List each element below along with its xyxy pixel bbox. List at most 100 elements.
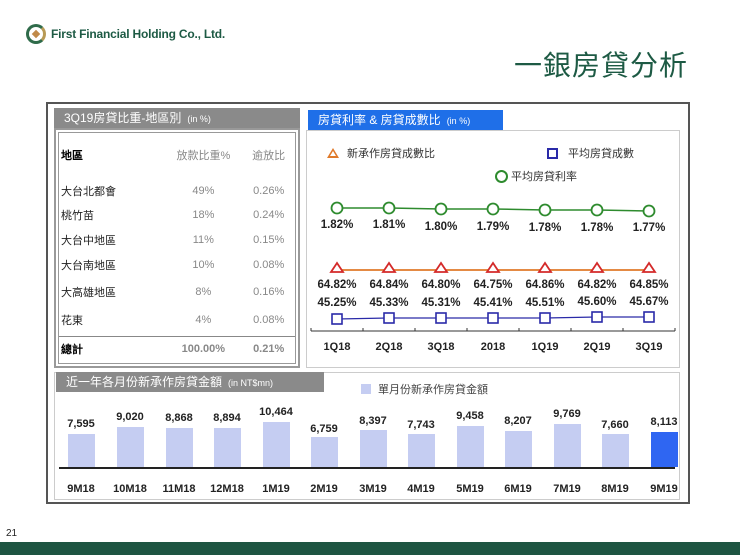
avg-rate-label: 1.77% [632,222,666,234]
company-logo: First Financial Holding Co., Ltd. [26,24,225,44]
company-name: First Financial Holding Co., Ltd. [51,27,226,41]
rate-chart-title: 房貸利率 & 房貸成數比 [318,113,441,127]
new-ltv-label: 64.85% [629,279,669,291]
total-npl: 0.21% [253,343,285,355]
bar [408,434,435,467]
bar-value-label: 8,868 [165,412,193,424]
content-frame: 3Q19房貸比重-地區別 (in %) 地區 放款比重% 逾放比 大台北都會 49… [46,102,690,504]
bar [457,426,484,467]
table-row: 大台南地區 10% 0.08% [59,257,295,273]
bar-value-label: 9,458 [456,410,484,422]
bar [263,422,290,467]
loan-share: 49% [192,185,215,197]
page-number: 21 [6,528,18,539]
bar-chart-title: 近一年各月份新承作房貸金額 [66,375,223,389]
column-header: 放款比重% [176,150,231,162]
avg-ltv-label: 45.41% [473,297,513,309]
bar-chart-unit: (in NT$mn) [228,378,274,388]
table-row: 花東 4% 0.08% [59,312,295,328]
bar-value-label: 7,595 [67,418,95,430]
new-ltv-label: 64.82% [577,279,617,291]
footer-bar [0,542,740,555]
x-axis-label: 2Q19 [583,341,611,353]
x-axis-label: 4M19 [407,483,435,495]
column-header: 地區 [61,150,83,162]
bar [117,427,144,467]
legend-avg-rate: 平均房貸利率 [495,168,577,184]
avg-rate-label: 1.79% [476,221,510,233]
bar [360,430,387,467]
bar-value-label: 9,769 [553,408,581,420]
bar [505,431,532,467]
bar-value-label: 7,660 [601,419,629,431]
avg-ltv-label: 45.60% [577,296,617,308]
table-row: 大台中地區 11% 0.15% [59,232,295,248]
x-axis-label: 1M19 [262,483,290,495]
x-axis-label: 10M18 [113,483,147,495]
bar-value-label: 8,207 [504,415,532,427]
region-name: 大台中地區 [61,235,116,247]
avg-rate-label: 1.81% [372,219,406,231]
avg-rate-label: 1.78% [580,222,614,234]
table-header-row: 地區 放款比重% 逾放比 [59,147,295,163]
bar-value-label: 8,397 [359,415,387,427]
table-row: 大台北都會 49% 0.26% [59,183,295,199]
triangle-icon [327,148,339,158]
legend-swatch-icon [361,384,371,394]
table-row: 大高雄地區 8% 0.16% [59,284,295,300]
npl-ratio: 0.24% [253,209,285,221]
bar-legend: 單月份新承作房貸金額 [361,381,488,397]
bar-value-label: 8,113 [650,416,678,428]
x-axis-label: 12M18 [210,483,244,495]
avg-ltv-label: 45.51% [525,297,565,309]
x-axis-label: 7M19 [553,483,581,495]
bar [602,434,629,467]
legend-new-ltv: 新承作房貸成數比 [327,145,435,161]
bar-value-label: 7,743 [407,419,435,431]
rate-chart-header: 房貸利率 & 房貸成數比 (in %) [308,110,503,130]
avg-ltv-label: 45.25% [317,297,357,309]
bar-value-label: 10,464 [259,406,293,418]
new-ltv-label: 64.75% [473,279,513,291]
loan-share: 4% [195,314,212,326]
x-axis-label: 8M19 [601,483,629,495]
bar-highlighted [651,432,678,467]
region-name: 花東 [61,315,83,327]
region-table-title: 3Q19房貸比重-地區別 [64,111,182,125]
x-axis-label: 9M19 [650,483,678,495]
avg-ltv-label: 45.33% [369,297,409,309]
rate-chart-unit: (in %) [446,116,471,126]
loan-share: 10% [192,259,215,271]
circle-icon [495,169,508,183]
legend-label: 單月份新承作房貸金額 [378,384,488,396]
x-axis-label: 3M19 [359,483,387,495]
table-row: 桃竹苗 18% 0.24% [59,207,295,223]
bar [554,424,581,467]
region-table-unit: (in %) [187,114,211,124]
new-ltv-label: 64.82% [317,279,357,291]
npl-ratio: 0.16% [253,286,285,298]
avg-rate-label: 1.78% [528,222,562,234]
region-table: 地區 放款比重% 逾放比 大台北都會 49% 0.26% 桃竹苗 18% 0.2… [54,128,300,368]
new-ltv-label: 64.86% [525,279,565,291]
rate-ltv-chart: 新承作房貸成數比 平均房貸成數 平均房貸利率 [306,130,680,368]
x-axis-label: 5M19 [456,483,484,495]
square-icon [547,147,558,159]
x-axis-line [59,467,675,469]
new-ltv-label: 64.80% [421,279,461,291]
x-axis-label: 1Q18 [323,341,351,353]
bar-value-label: 8,894 [213,412,241,424]
monthly-new-mortgage-chart: 單月份新承作房貸金額 7,595 9,020 8,868 8,894 10,46… [54,372,680,500]
region-name: 大台南地區 [61,260,116,272]
region-name: 桃竹苗 [61,210,94,222]
region-name: 大台北都會 [61,186,116,198]
avg-rate-label: 1.80% [424,221,458,233]
new-ltv-label: 64.84% [369,279,409,291]
loan-share: 18% [192,209,215,221]
legend-label: 新承作房貸成數比 [347,148,435,160]
total-label: 總計 [61,344,83,356]
x-axis-label: 2018 [480,341,506,353]
x-axis-label: 3Q18 [427,341,455,353]
npl-ratio: 0.08% [253,259,285,271]
region-name: 大高雄地區 [61,287,116,299]
